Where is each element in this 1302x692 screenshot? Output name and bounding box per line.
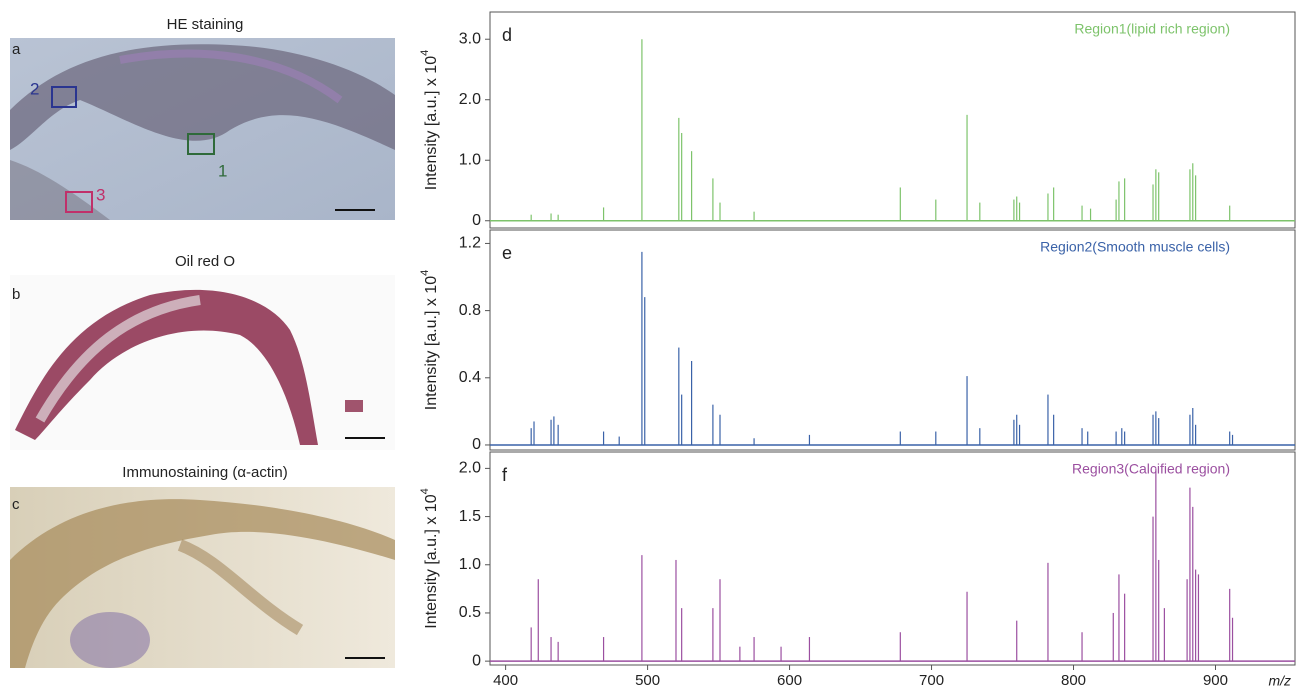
y-tick-label: 1.5: [459, 508, 481, 525]
region-label: 3: [96, 185, 105, 204]
y-axis-label-exponent: 4: [419, 270, 431, 276]
image-title: Immunostaining (α-actin): [122, 464, 287, 481]
plot-frame: [489, 229, 1296, 451]
y-tick-label: 3.0: [459, 30, 481, 47]
region-annotation: Region2(Smooth muscle cells): [1040, 239, 1230, 255]
y-tick-label: 2.0: [459, 91, 481, 108]
image-title: HE staining: [167, 16, 244, 33]
y-tick-label: 0.5: [459, 604, 481, 621]
y-tick-label: 1.0: [459, 556, 481, 573]
panel-letter: c: [12, 496, 20, 513]
plot-frame: [489, 451, 1296, 666]
y-axis-label: Intensity [a.u.] x 104: [419, 50, 440, 190]
y-axis-label-exponent: 4: [419, 488, 431, 494]
x-tick-label: 800: [1061, 672, 1086, 689]
x-axis-label: m/z: [1268, 673, 1291, 689]
y-tick-label: 0: [472, 436, 481, 453]
x-tick-label: 400: [493, 672, 518, 689]
y-axis-label: Intensity [a.u.] x 104: [419, 488, 440, 628]
x-tick-label: 900: [1203, 672, 1228, 689]
y-axis-label-text: Intensity [a.u.] x 10: [423, 56, 440, 190]
x-tick-label: 600: [777, 672, 802, 689]
y-axis-label-exponent: 4: [419, 50, 431, 56]
he-image: [10, 38, 395, 220]
region-label: 1: [218, 161, 227, 180]
region-annotation: Region1(lipid rich region): [1074, 21, 1230, 37]
panel-letter: d: [502, 25, 512, 45]
oil-red-image: [10, 275, 395, 450]
y-tick-label: 1.0: [459, 151, 481, 168]
x-tick-label: 700: [919, 672, 944, 689]
panel-letter: a: [12, 41, 21, 58]
y-tick-label: 0.4: [459, 369, 481, 386]
y-axis-label-text: Intensity [a.u.] x 10: [423, 276, 440, 410]
region-annotation: Region3(Calcified region): [1072, 461, 1230, 477]
y-tick-label: 1.2: [459, 235, 481, 252]
region-label: 2: [30, 79, 39, 98]
panel-letter: e: [502, 243, 512, 263]
y-tick-label: 0.8: [459, 302, 481, 319]
y-tick-label: 0: [472, 652, 481, 669]
panel-letter: f: [502, 465, 508, 485]
y-tick-label: 0: [472, 212, 481, 229]
panel-letter: b: [12, 286, 20, 303]
plot-frame: [489, 11, 1296, 229]
x-tick-label: 500: [635, 672, 660, 689]
immuno-image: [10, 487, 395, 668]
image-title: Oil red O: [175, 253, 235, 270]
y-axis-label: Intensity [a.u.] x 104: [419, 270, 440, 410]
y-axis-label-text: Intensity [a.u.] x 10: [423, 494, 440, 628]
y-tick-label: 2.0: [459, 460, 481, 477]
